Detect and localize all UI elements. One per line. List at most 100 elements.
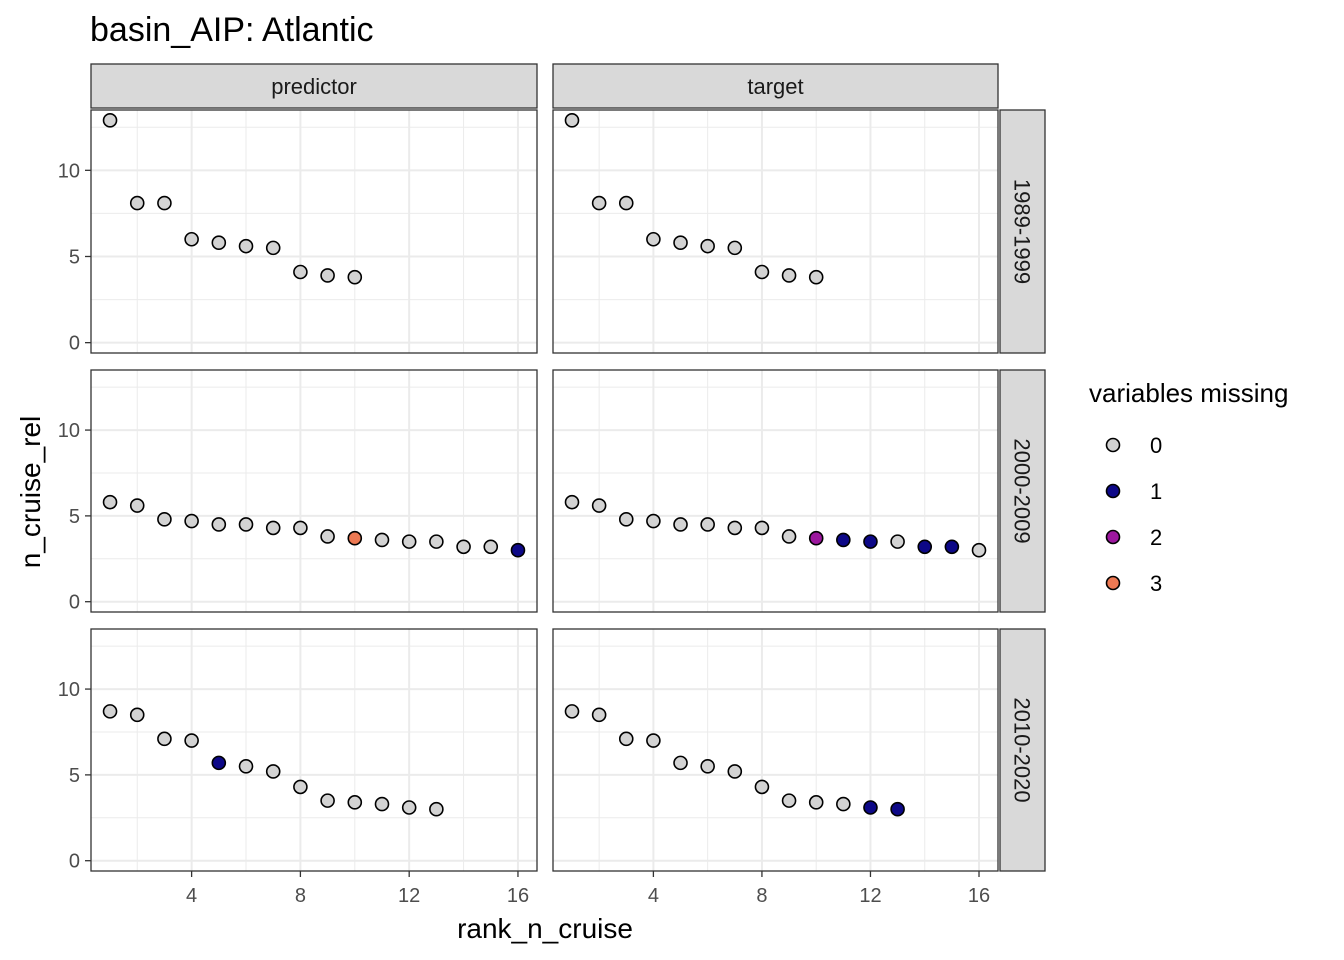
x-tick-label: 4 — [648, 885, 659, 907]
data-point — [184, 231, 199, 247]
panel-border — [552, 109, 999, 354]
facet-strip-label: predictor — [271, 74, 357, 99]
legend-title: variables missing — [1089, 378, 1288, 408]
data-point — [102, 113, 118, 128]
chart-title: basin_AIP: Atlantic — [90, 11, 374, 49]
data-point — [808, 795, 824, 810]
data-point — [781, 529, 797, 544]
legend-label: 3 — [1150, 571, 1162, 596]
facet-strip-2010-2020 — [999, 628, 1046, 872]
y-tick-label: 5 — [69, 506, 80, 528]
facet-strip-label: 2000-2009 — [1010, 438, 1035, 543]
facet-strip-label: target — [747, 74, 803, 99]
data-point — [157, 731, 172, 747]
data-point — [293, 264, 308, 280]
facet-panel — [552, 109, 999, 354]
x-tick-label: 8 — [295, 885, 306, 907]
data-point — [347, 795, 363, 810]
data-point — [890, 801, 905, 817]
facet-strip-predictor — [90, 63, 538, 109]
data-point — [591, 498, 607, 513]
data-point — [483, 539, 499, 555]
legend-key — [1105, 437, 1121, 453]
x-tick-label: 12 — [859, 885, 881, 907]
data-point — [102, 494, 118, 510]
data-point — [727, 240, 743, 256]
legend-label: 0 — [1150, 433, 1162, 458]
panel-background — [553, 629, 998, 871]
data-point — [754, 520, 770, 536]
panel-background — [553, 110, 998, 353]
x-tick-label: 16 — [968, 885, 990, 907]
data-point — [238, 759, 254, 774]
panel-border — [90, 109, 538, 354]
data-point — [781, 793, 797, 808]
data-point — [320, 793, 335, 808]
y-tick-label: 5 — [69, 765, 80, 787]
data-point — [591, 195, 607, 211]
data-point — [184, 513, 199, 529]
data-point — [129, 498, 145, 513]
data-point — [129, 707, 145, 723]
data-point — [836, 532, 851, 548]
data-point — [700, 759, 715, 774]
legend-label: 2 — [1150, 525, 1162, 550]
facet-panel — [90, 109, 538, 354]
data-point — [808, 269, 824, 285]
data-point — [429, 534, 444, 549]
data-point — [754, 264, 770, 280]
data-point — [320, 529, 335, 544]
data-point — [646, 513, 661, 529]
data-point — [211, 235, 227, 251]
data-point — [971, 542, 987, 558]
legend-key — [1105, 529, 1121, 545]
x-axis-label: rank_n_cruise — [457, 913, 633, 944]
data-point — [510, 542, 526, 558]
data-point — [129, 195, 145, 211]
data-point — [673, 755, 688, 771]
y-tick-label: 0 — [69, 333, 80, 355]
data-point — [863, 800, 878, 815]
legend-label: 1 — [1150, 479, 1162, 504]
data-point — [456, 539, 471, 555]
data-point — [211, 517, 227, 532]
data-point — [890, 534, 905, 549]
panel-border — [90, 628, 538, 872]
data-point — [564, 704, 580, 719]
facet-panel — [90, 369, 538, 613]
data-point — [211, 755, 227, 771]
data-point — [157, 512, 172, 527]
data-point — [863, 534, 878, 549]
data-point — [618, 195, 634, 211]
data-point — [157, 195, 172, 211]
data-point — [836, 796, 851, 812]
data-point — [238, 238, 254, 254]
data-point — [347, 530, 363, 546]
data-point — [429, 801, 444, 817]
data-point — [293, 520, 308, 536]
data-point — [238, 517, 254, 532]
y-tick-label: 0 — [69, 592, 80, 614]
x-tick-label: 4 — [186, 885, 197, 907]
data-point — [646, 733, 661, 748]
legend: variables missing 0 1 2 3 — [1089, 378, 1288, 596]
data-point — [374, 796, 390, 812]
panel-border — [90, 369, 538, 613]
data-point — [347, 269, 363, 285]
panel-background — [91, 110, 537, 353]
data-point — [184, 733, 199, 748]
facet-strip-label: 2010-2020 — [1010, 697, 1035, 802]
panel-background — [91, 629, 537, 871]
data-point — [591, 707, 607, 723]
data-point — [673, 235, 688, 251]
y-tick-label: 5 — [69, 246, 80, 268]
y-tick-label: 10 — [58, 679, 80, 701]
data-point — [564, 113, 580, 128]
data-point — [401, 800, 417, 815]
panel-border — [552, 628, 999, 872]
data-point — [265, 240, 281, 256]
panel-background — [553, 370, 998, 612]
facet-panels: predictor target 1989-1999 2000-2009 2010-20… — [58, 63, 1046, 907]
x-tick-label: 16 — [507, 885, 529, 907]
